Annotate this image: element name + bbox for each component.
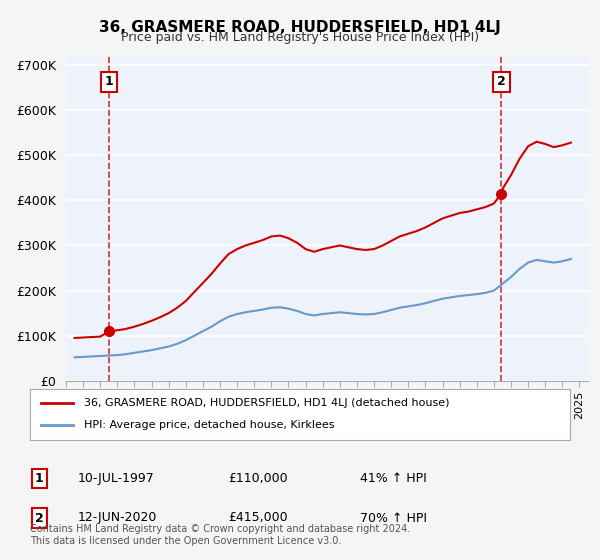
Text: HPI: Average price, detached house, Kirklees: HPI: Average price, detached house, Kirk…: [84, 421, 335, 431]
Text: 12-JUN-2020: 12-JUN-2020: [78, 511, 157, 525]
Text: £415,000: £415,000: [228, 511, 287, 525]
Text: £110,000: £110,000: [228, 472, 287, 486]
Text: 10-JUL-1997: 10-JUL-1997: [78, 472, 155, 486]
Text: 36, GRASMERE ROAD, HUDDERSFIELD, HD1 4LJ: 36, GRASMERE ROAD, HUDDERSFIELD, HD1 4LJ: [99, 20, 501, 35]
Text: 1: 1: [35, 472, 43, 486]
Text: 36, GRASMERE ROAD, HUDDERSFIELD, HD1 4LJ (detached house): 36, GRASMERE ROAD, HUDDERSFIELD, HD1 4LJ…: [84, 398, 449, 408]
Text: Price paid vs. HM Land Registry's House Price Index (HPI): Price paid vs. HM Land Registry's House …: [121, 31, 479, 44]
Text: 2: 2: [497, 76, 506, 88]
Text: 70% ↑ HPI: 70% ↑ HPI: [360, 511, 427, 525]
Text: 1: 1: [105, 76, 113, 88]
Text: 41% ↑ HPI: 41% ↑ HPI: [360, 472, 427, 486]
Text: 2: 2: [35, 511, 43, 525]
Text: Contains HM Land Registry data © Crown copyright and database right 2024.
This d: Contains HM Land Registry data © Crown c…: [30, 524, 410, 546]
